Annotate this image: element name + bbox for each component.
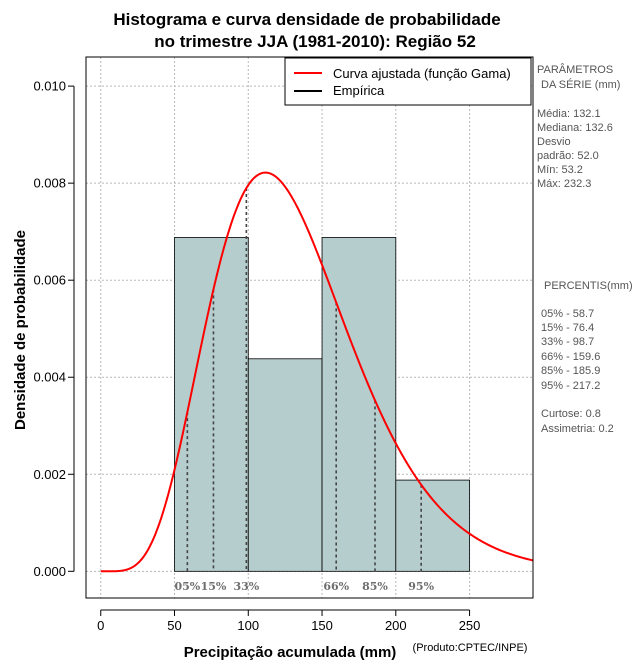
y-tick-label: 0.008 bbox=[33, 176, 66, 191]
x-tick-label: 250 bbox=[459, 618, 481, 633]
legend: Curva ajustada (função Gama) Empírica bbox=[284, 57, 532, 106]
percentile-marker-label: 15% bbox=[201, 580, 227, 593]
plot-frame bbox=[85, 56, 534, 599]
chart-title-line1: Histograma e curva densidade de probabil… bbox=[113, 10, 500, 29]
stat-assimetria: Assimetria: 0.2 bbox=[541, 423, 614, 435]
params-title-1: PARÂMETROS bbox=[537, 63, 613, 76]
histogram-bar bbox=[247, 358, 323, 572]
percentis-title: PERCENTIS(mm) bbox=[544, 280, 633, 292]
stat-min: Mín: 53.2 bbox=[537, 164, 583, 176]
y-axis: 0.000 0.002 0.004 0.006 0.008 0.010 bbox=[33, 79, 75, 579]
percentile-marker-label: 05% bbox=[174, 580, 200, 593]
params-title-2: DA SÉRIE (mm) bbox=[541, 78, 620, 91]
percentile-marker-label: 66% bbox=[323, 580, 349, 593]
percentile-marker-label: 85% bbox=[362, 580, 388, 593]
x-tick-label: 100 bbox=[237, 618, 259, 633]
percentile-marker-label: 95% bbox=[408, 580, 434, 593]
histogram-bar bbox=[174, 237, 249, 572]
x-tick-label: 0 bbox=[97, 618, 104, 633]
y-axis-label: Densidade de probabilidade bbox=[12, 230, 29, 430]
product-credit: (Produto:CPTEC/INPE) bbox=[413, 642, 528, 654]
percentil-05: 05% - 58.7 bbox=[541, 308, 594, 320]
y-tick-label: 0.004 bbox=[33, 370, 66, 385]
stat-mediana: Mediana: 132.6 bbox=[537, 122, 613, 134]
stat-media: Média: 132.1 bbox=[537, 108, 601, 120]
percentil-15: 15% - 76.4 bbox=[541, 322, 594, 334]
percentil-66: 66% - 159.6 bbox=[541, 351, 600, 363]
fitted-gamma-curve bbox=[100, 171, 534, 573]
x-tick-label: 200 bbox=[385, 618, 407, 633]
histogram-bar bbox=[321, 237, 397, 572]
x-axis-label: Precipitação acumulada (mm) bbox=[184, 644, 397, 660]
y-tick-label: 0.010 bbox=[33, 79, 66, 94]
legend-label-curve: Curva ajustada (função Gama) bbox=[333, 66, 511, 81]
percentile-marker-label: 33% bbox=[233, 580, 259, 593]
side-panel: PARÂMETROS DA SÉRIE (mm) Média: 132.1 Me… bbox=[537, 63, 633, 435]
y-tick-label: 0.002 bbox=[33, 467, 66, 482]
chart-title-line2: no trimestre JJA (1981-2010): Região 52 bbox=[154, 32, 476, 51]
histogram-bar bbox=[395, 479, 470, 572]
stat-max: Máx: 232.3 bbox=[537, 178, 591, 190]
x-axis: 0 50 100 150 200 250 bbox=[97, 609, 481, 633]
x-tick-label: 50 bbox=[167, 618, 181, 633]
stat-desvio-2: padrão: 52.0 bbox=[537, 150, 599, 162]
percentile-markers: 05% 15% 33% 66% 85% 95% bbox=[174, 188, 435, 593]
legend-label-empirical: Empírica bbox=[333, 83, 385, 98]
percentil-33: 33% - 98.7 bbox=[541, 336, 594, 348]
stat-desvio-1: Desvio bbox=[537, 136, 571, 148]
percentil-95: 95% - 217.2 bbox=[541, 380, 600, 392]
y-tick-label: 0.006 bbox=[33, 273, 66, 288]
stat-curtose: Curtose: 0.8 bbox=[541, 408, 601, 420]
legend-box bbox=[284, 57, 532, 106]
y-tick-label: 0.000 bbox=[33, 564, 66, 579]
percentil-85: 85% - 185.9 bbox=[541, 365, 600, 377]
histogram-bars bbox=[174, 237, 470, 572]
x-tick-label: 150 bbox=[311, 618, 333, 633]
fitted-curve-group bbox=[100, 171, 534, 573]
